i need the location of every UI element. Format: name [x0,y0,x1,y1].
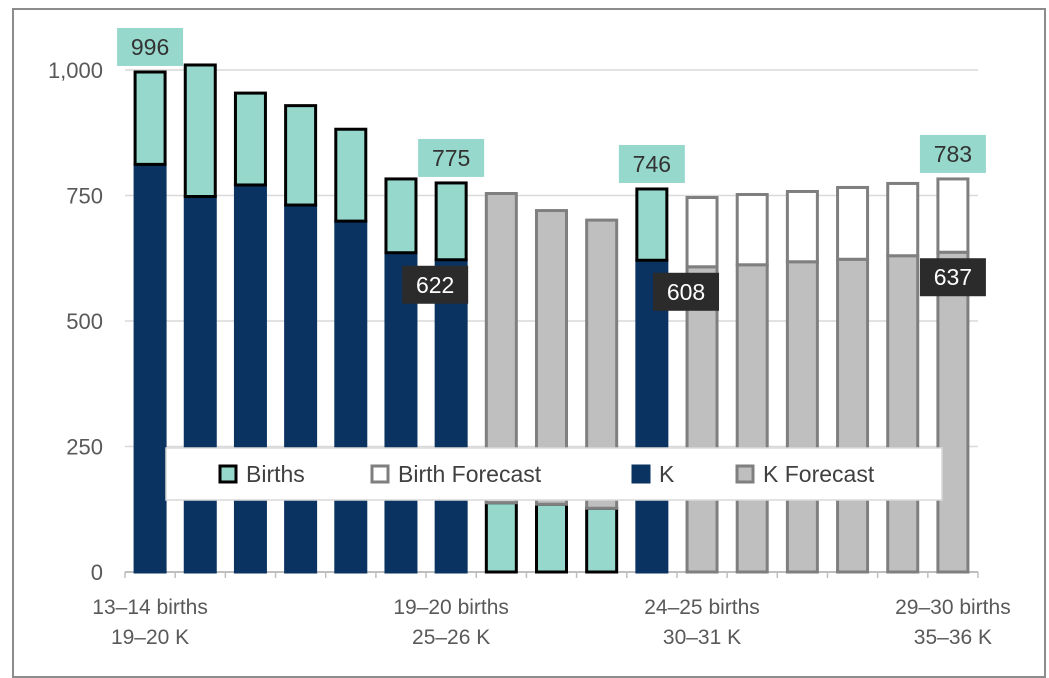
data-label: 746 [633,151,671,177]
x-category-label: 30–31 K [663,626,741,649]
bar-births [535,502,568,574]
bar-birth-forecast [735,192,769,267]
data-label: 775 [432,145,470,171]
bar-birth-forecast [685,196,719,269]
bar-k [233,183,267,574]
bar-births [384,177,418,255]
y-tick-label: 750 [66,184,103,209]
legend-label: K [659,461,675,487]
data-label-box [402,265,469,304]
bar-k-forecast [886,254,920,574]
data-label-box [919,134,986,173]
data-label: 622 [416,272,454,298]
legend-swatch [218,464,238,484]
bar-k-forecast [685,265,719,574]
bar-birth-forecast [785,189,819,264]
bar-k-forecast [735,263,769,574]
bar-k [635,258,669,574]
x-category-label: 24–25 births [644,596,760,619]
bar-birth-forecast [886,181,920,258]
data-label: 637 [934,264,972,290]
data-label-box [653,272,720,311]
bar-k [384,251,418,574]
bar-k [284,203,318,574]
y-tick-label: 1,000 [48,58,103,83]
legend-swatch [735,464,755,484]
stacked-bar-chart: 0 250 500 750 1,000 13–14 births 19–20 K 19–20 … [48,28,1011,649]
legend-swatch [631,464,651,484]
y-tick-label: 250 [66,435,103,460]
bar-births [585,506,619,574]
legend-swatch [370,464,390,484]
x-category-label: 19–20 births [393,596,509,619]
bar-births [334,127,368,223]
bar-birth-forecast [936,177,970,254]
data-label: 783 [934,141,972,167]
data-label-box [418,138,485,177]
bar-k [334,219,368,574]
legend-label: Births [246,461,305,487]
y-tick-label: 0 [91,560,103,585]
x-category-label: 13–14 births [92,596,208,619]
bar-birth-forecast [836,185,870,261]
legend-label: Birth Forecast [398,461,542,487]
bar-births [133,70,167,166]
legend [165,447,943,501]
bar-births [434,181,468,262]
bar-k [133,162,167,574]
x-category-label: 35–36 K [914,626,992,649]
bar-births [284,104,318,207]
bar-k-forecast [785,260,819,574]
data-label-box [919,258,986,297]
bar-births [233,91,267,187]
data-label-box [117,28,184,67]
bar-k-forecast [936,250,970,574]
bar-births [635,187,669,262]
x-category-label: 19–20 K [111,626,189,649]
data-label-box [618,144,685,183]
x-category-label: 25–26 K [412,626,490,649]
bar-k [183,195,217,574]
x-category-label: 29–30 births [895,596,1011,619]
data-label: 996 [131,34,169,60]
legend-label: K Forecast [763,461,875,487]
bar-births [183,63,217,199]
bar-k-forecast [836,257,870,574]
y-tick-label: 500 [66,309,103,334]
bar-births [484,501,518,574]
data-label: 608 [667,279,705,305]
bar-k [434,258,468,574]
